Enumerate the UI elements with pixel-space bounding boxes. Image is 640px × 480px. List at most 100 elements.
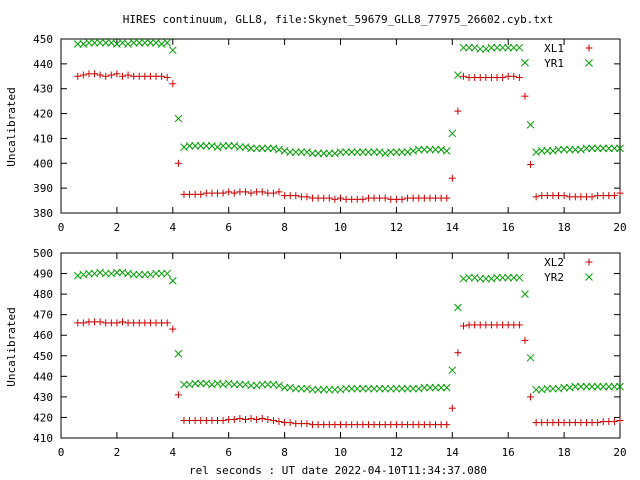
- y-tick-label: 500: [33, 247, 53, 260]
- data-point-yr1: [308, 149, 317, 158]
- data-point-yr1: [336, 148, 345, 156]
- data-point-yr1: [459, 43, 468, 52]
- data-point-xl1: [241, 188, 249, 196]
- legend-marker-xl2: [585, 258, 593, 266]
- data-point-xl1: [269, 189, 277, 197]
- data-point-yr1: [420, 145, 429, 154]
- data-point-yr2: [381, 384, 390, 393]
- data-point-yr2: [420, 383, 429, 392]
- data-point-yr2: [604, 382, 613, 391]
- data-point-yr1: [398, 148, 406, 156]
- data-point-xl1: [398, 195, 406, 203]
- y-tick-label: 430: [33, 391, 53, 404]
- x-tick-label: 4: [169, 221, 176, 234]
- data-point-yr1: [454, 71, 462, 79]
- data-point-xl1: [448, 174, 456, 182]
- data-point-xl1: [499, 74, 507, 82]
- data-point-yr2: [101, 269, 110, 278]
- data-point-yr2: [157, 269, 166, 278]
- data-point-yr1: [101, 38, 110, 47]
- data-point-xl1: [331, 195, 339, 203]
- data-point-xl1: [102, 72, 110, 80]
- data-point-yr2: [543, 384, 552, 393]
- data-point-yr2: [331, 385, 339, 394]
- data-point-xl2: [616, 417, 624, 425]
- data-point-yr2: [236, 380, 244, 389]
- data-point-yr1: [521, 58, 529, 67]
- data-point-xl2: [236, 414, 244, 422]
- top-panel: Uncalibrated XL1 YR1 3803904004104204304…: [5, 33, 627, 234]
- data-point-xl1: [74, 72, 82, 80]
- data-point-xl2: [275, 418, 283, 426]
- data-point-yr1: [616, 144, 624, 153]
- data-point-yr2: [280, 383, 289, 392]
- data-point-yr1: [487, 43, 496, 52]
- data-point-yr1: [85, 38, 93, 47]
- data-point-xl1: [459, 72, 467, 80]
- y-tick-label: 420: [33, 108, 53, 121]
- data-point-xl2: [253, 416, 261, 423]
- data-point-xl2: [118, 318, 126, 326]
- data-point-yr1: [565, 145, 574, 154]
- data-point-yr1: [560, 145, 568, 154]
- data-point-xl1: [230, 189, 238, 197]
- data-point-yr1: [448, 129, 457, 138]
- legend-marker-xl1: [585, 44, 593, 52]
- data-point-yr2: [526, 353, 535, 362]
- data-point-yr2: [135, 270, 144, 279]
- data-point-yr1: [476, 45, 485, 53]
- data-point-yr2: [431, 383, 440, 392]
- x-tick-label: 4: [169, 446, 176, 459]
- data-point-yr1: [191, 142, 200, 150]
- data-point-xl2: [219, 417, 227, 425]
- data-point-yr2: [359, 384, 367, 393]
- data-point-yr1: [135, 38, 144, 47]
- x-tick-label: 14: [446, 221, 460, 234]
- data-point-yr1: [258, 144, 267, 153]
- data-point-xl2: [169, 325, 177, 333]
- data-point-yr1: [593, 144, 602, 153]
- data-point-yr2: [448, 366, 457, 375]
- data-point-xl1: [225, 188, 233, 196]
- data-point-yr1: [219, 142, 227, 150]
- data-point-yr1: [291, 148, 300, 156]
- data-point-yr1: [599, 144, 608, 153]
- data-point-yr1: [247, 144, 255, 153]
- data-point-xl2: [303, 420, 311, 428]
- data-point-yr1: [537, 147, 546, 155]
- data-point-yr1: [392, 148, 401, 156]
- data-point-yr1: [526, 120, 535, 129]
- data-point-xl1: [91, 70, 99, 78]
- data-point-xl2: [174, 391, 182, 399]
- data-point-yr1: [414, 145, 423, 154]
- data-point-yr1: [364, 148, 373, 156]
- data-point-yr2: [275, 381, 283, 390]
- x-tick-label: 20: [613, 446, 626, 459]
- data-point-yr1: [286, 148, 295, 156]
- y-tick-label: 470: [33, 309, 53, 322]
- data-point-yr1: [263, 144, 272, 153]
- y-tick-label: 440: [33, 370, 53, 383]
- data-point-yr2: [398, 384, 406, 393]
- data-point-xl2: [163, 319, 171, 327]
- data-point-yr2: [297, 384, 306, 393]
- top-y-axis-label: Uncalibrated: [5, 87, 18, 166]
- data-point-yr2: [549, 384, 557, 393]
- data-point-yr1: [202, 142, 211, 150]
- data-point-xl1: [454, 107, 462, 115]
- data-point-yr2: [191, 379, 200, 388]
- data-point-yr2: [409, 384, 418, 393]
- y-tick-label: 440: [33, 58, 53, 71]
- chart-title: HIRES continuum, GLL8, file:Skynet_59679…: [123, 13, 553, 26]
- data-point-xl2: [264, 416, 272, 423]
- data-point-yr1: [90, 38, 99, 47]
- legend-label-yr2: YR2: [544, 271, 564, 284]
- data-point-xl1: [197, 190, 205, 198]
- data-point-yr2: [291, 384, 300, 393]
- data-point-yr2: [599, 382, 608, 391]
- data-point-xl1: [158, 72, 166, 80]
- data-point-xl2: [79, 319, 87, 327]
- data-point-yr1: [73, 40, 82, 48]
- data-point-xl1: [515, 74, 523, 82]
- data-point-yr1: [297, 148, 306, 156]
